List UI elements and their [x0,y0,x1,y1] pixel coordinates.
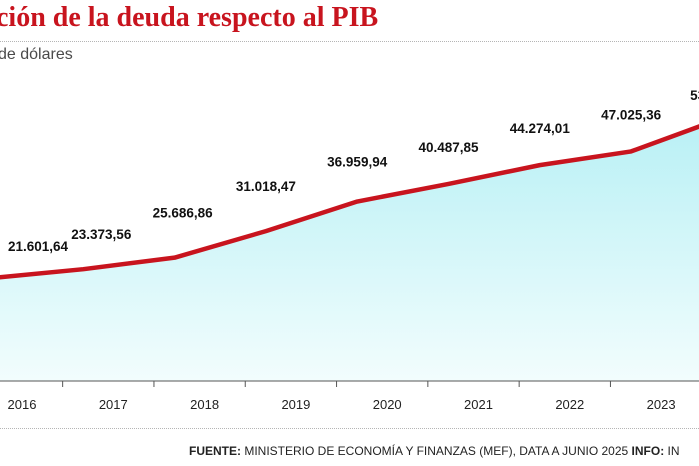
info-text: IN [664,444,680,458]
data-label: 21.601,64 [8,239,69,254]
data-label: 40.487,85 [418,140,479,155]
x-tick-label: 2019 [281,397,310,412]
info-label: INFO: [631,444,665,458]
data-label: 53.736,7 [690,88,699,103]
title-divider [0,41,699,42]
data-label: 31.018,47 [236,179,296,194]
x-tick-label: 2018 [190,397,219,412]
data-label: 44.274,01 [510,121,571,136]
x-tick-label: 2021 [464,397,493,412]
x-tick-label: 2022 [555,397,584,412]
source-footer: FUENTE: MINISTERIO DE ECONOMÍA Y FINANZA… [189,444,680,458]
x-tick-label: 2016 [8,397,37,412]
source-text: MINISTERIO DE ECONOMÍA Y FINANZAS (MEF),… [241,444,632,458]
x-tick-label: 2017 [99,397,128,412]
footer-divider [0,428,699,429]
data-label: 47.025,36 [601,107,662,122]
chart-title: ción de la deuda respecto al PIB [0,2,379,33]
data-label: 25.686,86 [153,206,214,221]
data-label: 36.959,94 [327,155,388,170]
debt-area-chart: 201620172018201920202021202220232024 21.… [0,88,699,412]
source-label: FUENTE: [189,444,241,458]
x-tick-label: 2023 [647,397,676,412]
chart-subtitle: de dólares [0,46,73,63]
x-tick-label: 2020 [373,397,402,412]
series-line [0,124,699,280]
series-area [0,126,699,381]
data-label: 23.373,56 [71,227,132,242]
